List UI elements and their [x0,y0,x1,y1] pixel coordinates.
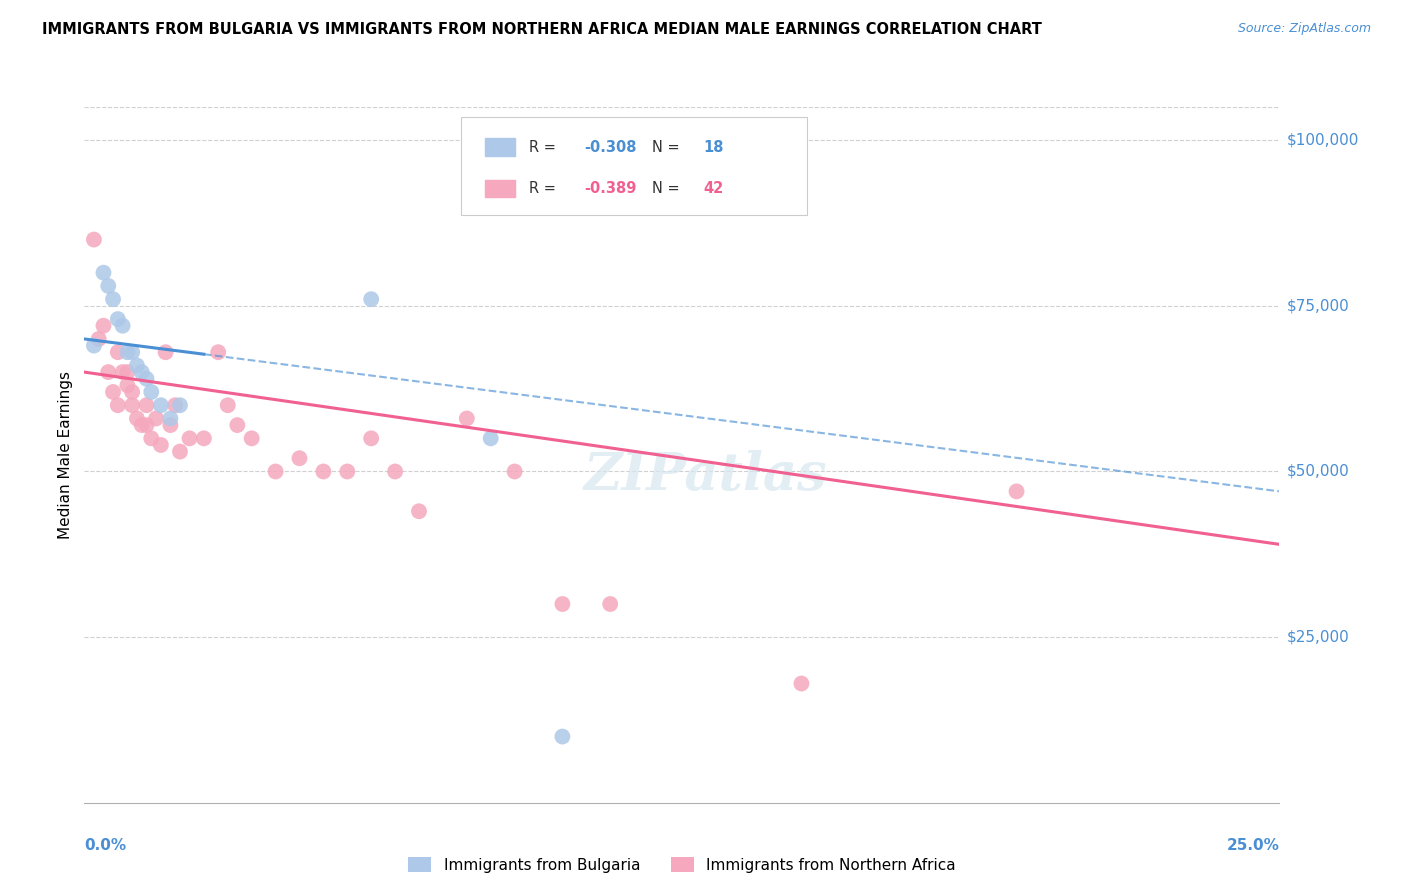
Point [217,398,239,412]
Text: 0.0%: 0.0% [84,838,127,854]
Point [125,411,148,425]
Text: Source: ZipAtlas.com: Source: ZipAtlas.com [1237,22,1371,36]
Text: N =: N = [652,181,685,196]
Text: ZIPatlas: ZIPatlas [583,450,828,501]
Point [226,418,249,433]
Point [83,233,105,247]
Point [135,418,157,433]
FancyBboxPatch shape [461,118,807,215]
Point [141,431,163,445]
Point [87,332,110,346]
Text: -0.308: -0.308 [583,139,637,154]
Point [149,438,172,452]
Point [117,365,139,379]
Bar [485,138,515,156]
Point [503,465,526,479]
Point [336,465,359,479]
Text: 25.0%: 25.0% [1226,838,1279,854]
Point [479,431,502,445]
Point [159,418,181,433]
Point [97,365,120,379]
Point [121,384,143,399]
Text: $25,000: $25,000 [1286,630,1350,645]
Point [145,411,167,425]
Point [121,345,143,359]
Point [240,431,263,445]
Point [551,597,574,611]
Point [384,465,406,479]
Point [97,279,120,293]
Point [408,504,430,518]
Text: IMMIGRANTS FROM BULGARIA VS IMMIGRANTS FROM NORTHERN AFRICA MEDIAN MALE EARNINGS: IMMIGRANTS FROM BULGARIA VS IMMIGRANTS F… [42,22,1042,37]
Point [165,398,187,412]
Legend: Immigrants from Bulgaria, Immigrants from Northern Africa: Immigrants from Bulgaria, Immigrants fro… [402,850,962,879]
Point [121,398,143,412]
Point [790,676,813,690]
Point [599,597,621,611]
Point [551,730,574,744]
Point [131,418,153,433]
Point [135,372,157,386]
Point [312,465,335,479]
Text: R =: R = [529,181,561,196]
Text: 18: 18 [703,139,724,154]
Point [159,411,181,425]
Point [264,465,287,479]
Text: R =: R = [529,139,561,154]
Text: $75,000: $75,000 [1286,298,1350,313]
Point [111,318,134,333]
Point [83,338,105,352]
Point [93,266,115,280]
Y-axis label: Median Male Earnings: Median Male Earnings [58,371,73,539]
Point [179,431,201,445]
Text: N =: N = [652,139,685,154]
Point [101,384,124,399]
Point [107,345,129,359]
Point [141,384,163,399]
Point [131,365,153,379]
Point [169,444,191,458]
Point [117,345,139,359]
Text: $50,000: $50,000 [1286,464,1350,479]
Point [135,398,157,412]
Text: -0.389: -0.389 [583,181,637,196]
Point [288,451,311,466]
Point [169,398,191,412]
Bar [485,180,515,197]
Point [360,431,382,445]
Point [456,411,478,425]
Point [360,292,382,306]
Point [149,398,172,412]
Point [107,398,129,412]
Point [93,318,115,333]
Text: $100,000: $100,000 [1286,133,1358,148]
Point [207,345,229,359]
Point [111,365,134,379]
Point [1005,484,1028,499]
Point [107,312,129,326]
Point [155,345,177,359]
Point [117,378,139,392]
Text: 42: 42 [703,181,724,196]
Point [101,292,124,306]
Point [125,359,148,373]
Point [193,431,215,445]
